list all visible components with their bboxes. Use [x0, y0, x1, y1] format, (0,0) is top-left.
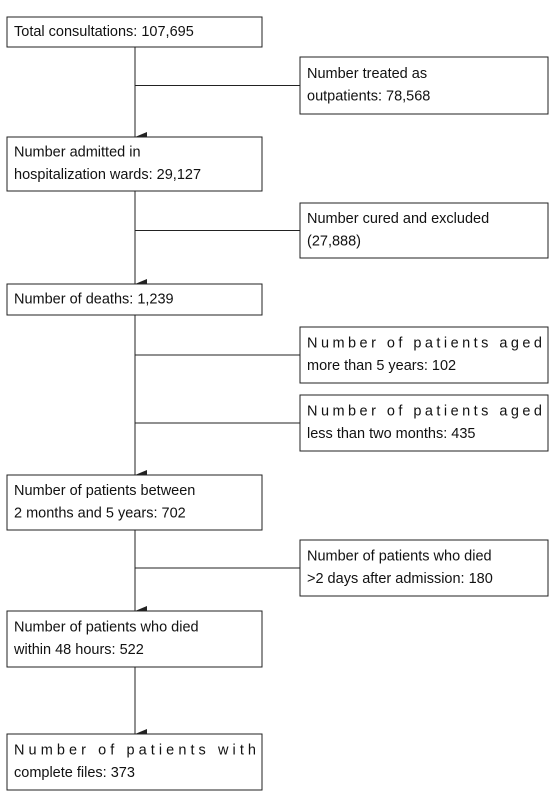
- box-text: (27,888): [307, 234, 361, 250]
- box: [6, 136, 263, 192]
- box-text: within 48 hours: 522: [13, 642, 144, 658]
- box-text: Number of patients who died: [307, 549, 492, 565]
- box-text: Number of patients who died: [14, 620, 199, 636]
- box: [299, 56, 549, 115]
- box: [6, 474, 263, 531]
- box-text: Number of patients aged: [307, 336, 542, 352]
- box-text: hospitalization wards: 29,127: [14, 167, 201, 183]
- box: [299, 202, 549, 259]
- box-text: more than 5 years: 102: [307, 358, 456, 374]
- box-text: Number admitted in: [14, 145, 141, 161]
- box: [299, 394, 549, 452]
- box-text: complete files: 373: [14, 765, 135, 781]
- box-text: Number of deaths: 1,239: [14, 291, 174, 307]
- box-text: Total consultations: 107,695: [14, 24, 194, 40]
- box-text: Number treated as: [307, 66, 427, 82]
- box-text: Number of patients between: [14, 483, 195, 499]
- box-text: >2 days after admission: 180: [307, 571, 493, 587]
- box-text: less than two months: 435: [307, 426, 475, 442]
- box-text: Number of patients aged: [307, 404, 542, 420]
- box-text: 2 months and 5 years: 702: [14, 506, 186, 522]
- box: [299, 539, 549, 597]
- box-text: outpatients: 78,568: [307, 89, 430, 105]
- box-text: Number cured and excluded: [307, 211, 489, 227]
- box: [6, 283, 263, 316]
- box: [6, 610, 263, 668]
- box: [6, 16, 263, 48]
- box: [299, 326, 549, 384]
- box: [6, 733, 263, 791]
